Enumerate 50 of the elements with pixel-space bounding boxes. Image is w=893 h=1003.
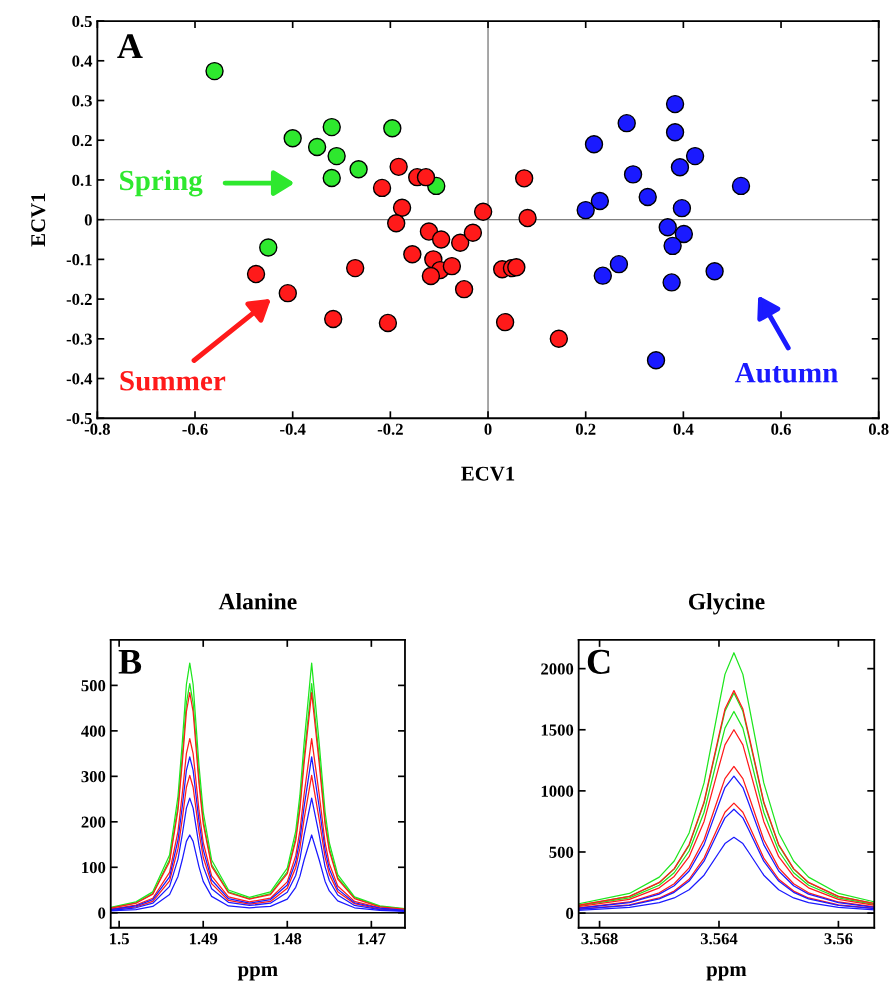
y-tick-label: 500 <box>81 680 106 692</box>
annotation: Spring <box>120 169 203 197</box>
y-tick-label: 400 <box>81 725 106 737</box>
x-tick-label: 0.8 <box>868 423 889 435</box>
x-axis-title: ppm <box>237 966 278 981</box>
x-tick-label: 1.47 <box>358 933 386 945</box>
x-tick-label: 0.6 <box>771 423 791 435</box>
y-tick-label: -0.3 <box>66 333 92 345</box>
x-axis-title: ECV1 <box>461 466 515 481</box>
annotation: Autumn <box>734 363 838 383</box>
x-tick-label: -0.2 <box>377 423 403 435</box>
y-tick-label: 0.1 <box>72 174 92 186</box>
y-tick-label: 0.3 <box>72 95 92 107</box>
y-tick-label: -0.1 <box>66 254 92 266</box>
y-tick-label: -0.2 <box>66 293 92 306</box>
x-tick-label: 1.49 <box>189 933 218 945</box>
x-tick-label: 0 <box>484 423 492 435</box>
x-tick-label: 0.4 <box>673 423 694 435</box>
annotation: A <box>117 34 143 59</box>
y-tick-label: 100 <box>82 861 106 874</box>
y-tick-label: -0.5 <box>66 412 92 425</box>
y-tick-label: 300 <box>81 771 106 783</box>
x-tick-label: 3.564 <box>700 933 738 945</box>
x-tick-label: -0.4 <box>280 423 306 435</box>
x-axis-title: ppm <box>706 966 747 981</box>
y-tick-label: 0.5 <box>72 15 92 28</box>
chart-title: Glycine <box>688 592 765 615</box>
annotation: Summer <box>120 371 226 391</box>
y-tick-label: 0 <box>84 214 92 226</box>
x-tick-label: 3.568 <box>581 933 618 945</box>
y-tick-label: 1000 <box>541 785 574 797</box>
y-axis-title: ECV1 <box>31 193 46 247</box>
annotation: C <box>587 649 610 674</box>
x-tick-label: 0.2 <box>575 423 596 435</box>
x-tick-label: 1.5 <box>110 933 129 945</box>
y-tick-label: -0.4 <box>66 373 93 385</box>
y-tick-label: 500 <box>549 846 574 858</box>
x-tick-label: 3.56 <box>824 933 853 945</box>
x-tick-label: 1.48 <box>274 933 302 945</box>
y-tick-label: 0.2 <box>72 134 92 147</box>
y-tick-label: 0.4 <box>72 55 93 67</box>
chart-title: Alanine <box>218 592 297 610</box>
y-tick-label: 2000 <box>541 663 574 675</box>
y-tick-label: 200 <box>81 816 106 828</box>
annotation: B <box>118 649 142 674</box>
y-tick-label: 0 <box>98 907 106 919</box>
y-tick-label: 1500 <box>541 724 574 736</box>
x-tick-label: -0.8 <box>84 423 110 435</box>
y-tick-label: 0 <box>566 907 574 920</box>
x-tick-label: -0.6 <box>182 423 208 435</box>
